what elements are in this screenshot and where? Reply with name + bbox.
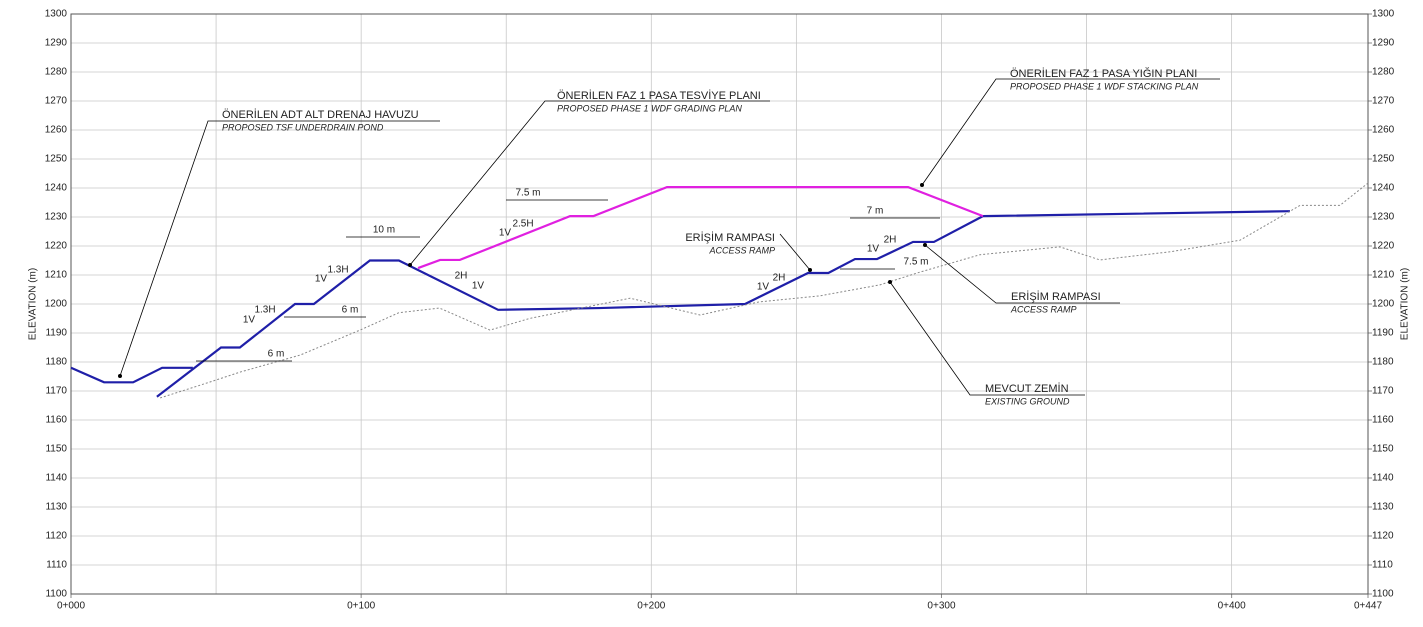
y-tick-label: 1250 — [45, 154, 68, 165]
dimension-label: 1V — [472, 281, 485, 292]
annotation-subtitle: PROPOSED PHASE 1 WDF GRADING PLAN — [557, 103, 742, 113]
annotation-subtitle: PROPOSED PHASE 1 WDF STACKING PLAN — [1010, 81, 1199, 91]
x-tick-label: 0+400 — [1218, 601, 1247, 612]
series-line — [70, 366, 193, 384]
series-line — [159, 182, 1369, 399]
y2-tick-label: 1200 — [1372, 299, 1395, 310]
annotation-title: ÖNERİLEN FAZ 1 PASA YIĞIN PLANI — [1010, 67, 1197, 80]
dimension-label: 7.5 m — [515, 188, 540, 199]
y2-tick-label: 1100 — [1372, 589, 1394, 600]
dimension-label: 2H — [455, 271, 468, 282]
leader-line — [921, 78, 1220, 186]
y-tick-label: 1260 — [45, 125, 68, 136]
x-tick-label: 0+100 — [347, 601, 376, 612]
leader-arrow — [923, 243, 927, 247]
leader-line — [779, 233, 811, 271]
dimension-label: 1.3H — [254, 305, 275, 316]
y2-tick-label: 1140 — [1372, 473, 1394, 484]
y2-tick-label: 1160 — [1372, 415, 1394, 426]
dimension-label: 7.5 m — [903, 257, 928, 268]
y2-tick-label: 1190 — [1372, 328, 1394, 339]
y2-tick-label: 1280 — [1372, 67, 1395, 78]
y-tick-label: 1180 — [45, 357, 67, 368]
dimension-label: 1.3H — [327, 265, 348, 276]
y-tick-label: 1130 — [45, 502, 67, 513]
y-tick-label: 1210 — [45, 270, 68, 281]
x-tick-label: 0+447 — [1354, 601, 1383, 612]
y-tick-label: 1300 — [45, 9, 68, 20]
dimension-label: 1V — [757, 282, 770, 293]
y2-axis-label: ELEVATION (m) — [1400, 268, 1411, 340]
y2-tick-label: 1170 — [1372, 386, 1394, 397]
annotation-title: ÖNERİLEN ADT ALT DRENAJ HAVUZU — [222, 108, 419, 121]
dimension-label: 2H — [773, 273, 786, 284]
annotation-subtitle: EXISTING GROUND — [985, 396, 1070, 406]
y-tick-label: 1230 — [45, 212, 68, 223]
leader-line — [924, 244, 1120, 304]
dimension-label: 1V — [867, 244, 880, 255]
y-tick-label: 1170 — [45, 386, 67, 397]
x-tick-label: 0+000 — [57, 601, 86, 612]
y-tick-label: 1150 — [45, 444, 67, 455]
dimension-label: 1V — [499, 228, 512, 239]
y-tick-label: 1140 — [45, 473, 67, 484]
y-tick-label: 1160 — [45, 415, 67, 426]
y2-tick-label: 1240 — [1372, 183, 1395, 194]
leader-arrow — [920, 183, 924, 187]
y-tick-label: 1240 — [45, 183, 68, 194]
series-line — [417, 186, 984, 270]
dimension-label: 6 m — [268, 349, 285, 360]
annotation-title: MEVCUT ZEMİN — [985, 382, 1069, 395]
y2-tick-label: 1180 — [1372, 357, 1394, 368]
y2-tick-label: 1260 — [1372, 125, 1395, 136]
dimension-label: 7 m — [867, 206, 884, 217]
annotation-title: ERİŞİM RAMPASI — [685, 231, 775, 244]
y-tick-label: 1190 — [45, 328, 67, 339]
y2-tick-label: 1210 — [1372, 270, 1395, 281]
y-axis-label: ELEVATION (m) — [28, 268, 39, 340]
dimension-label: 6 m — [342, 305, 359, 316]
leader-line — [889, 281, 1085, 396]
x-tick-label: 0+200 — [637, 601, 666, 612]
annotation-subtitle: PROPOSED TSF UNDERDRAIN POND — [222, 122, 384, 132]
x-tick-label: 0+300 — [927, 601, 956, 612]
dimension-label: 2.5H — [512, 219, 533, 230]
series-line — [156, 210, 1290, 398]
annotation-title: ÖNERİLEN FAZ 1 PASA TESVİYE PLANI — [557, 89, 761, 102]
leader-line — [119, 120, 440, 377]
y2-tick-label: 1150 — [1372, 444, 1394, 455]
y-tick-label: 1290 — [45, 38, 68, 49]
y-tick-label: 1280 — [45, 67, 68, 78]
y-tick-label: 1110 — [46, 560, 67, 571]
annotation-subtitle: ACCESS RAMP — [708, 245, 775, 255]
y2-tick-label: 1130 — [1372, 502, 1394, 513]
leader-arrow — [118, 374, 122, 378]
plot-frame — [70, 13, 1369, 595]
leader-arrow — [408, 263, 412, 267]
y2-tick-label: 1120 — [1372, 531, 1394, 542]
leader-line — [409, 100, 770, 266]
leader-arrow — [808, 268, 812, 272]
y2-tick-label: 1230 — [1372, 212, 1395, 223]
y-tick-label: 1200 — [45, 299, 68, 310]
y-tick-label: 1100 — [45, 589, 67, 600]
y2-tick-label: 1250 — [1372, 154, 1395, 165]
dimension-label: 10 m — [373, 225, 395, 236]
leader-arrow — [888, 280, 892, 284]
y-tick-label: 1220 — [45, 241, 68, 252]
y-tick-label: 1270 — [45, 96, 68, 107]
y2-tick-label: 1220 — [1372, 241, 1395, 252]
y2-tick-label: 1290 — [1372, 38, 1395, 49]
annotation-subtitle: ACCESS RAMP — [1010, 304, 1077, 314]
y2-tick-label: 1270 — [1372, 96, 1395, 107]
annotation-title: ERİŞİM RAMPASI — [1011, 290, 1101, 303]
dimension-label: 1V — [315, 274, 328, 285]
y2-tick-label: 1300 — [1372, 9, 1395, 20]
y-tick-label: 1120 — [45, 531, 67, 542]
y2-tick-label: 1110 — [1372, 560, 1393, 571]
dimension-label: 1V — [243, 315, 256, 326]
dimension-label: 2H — [884, 235, 897, 246]
